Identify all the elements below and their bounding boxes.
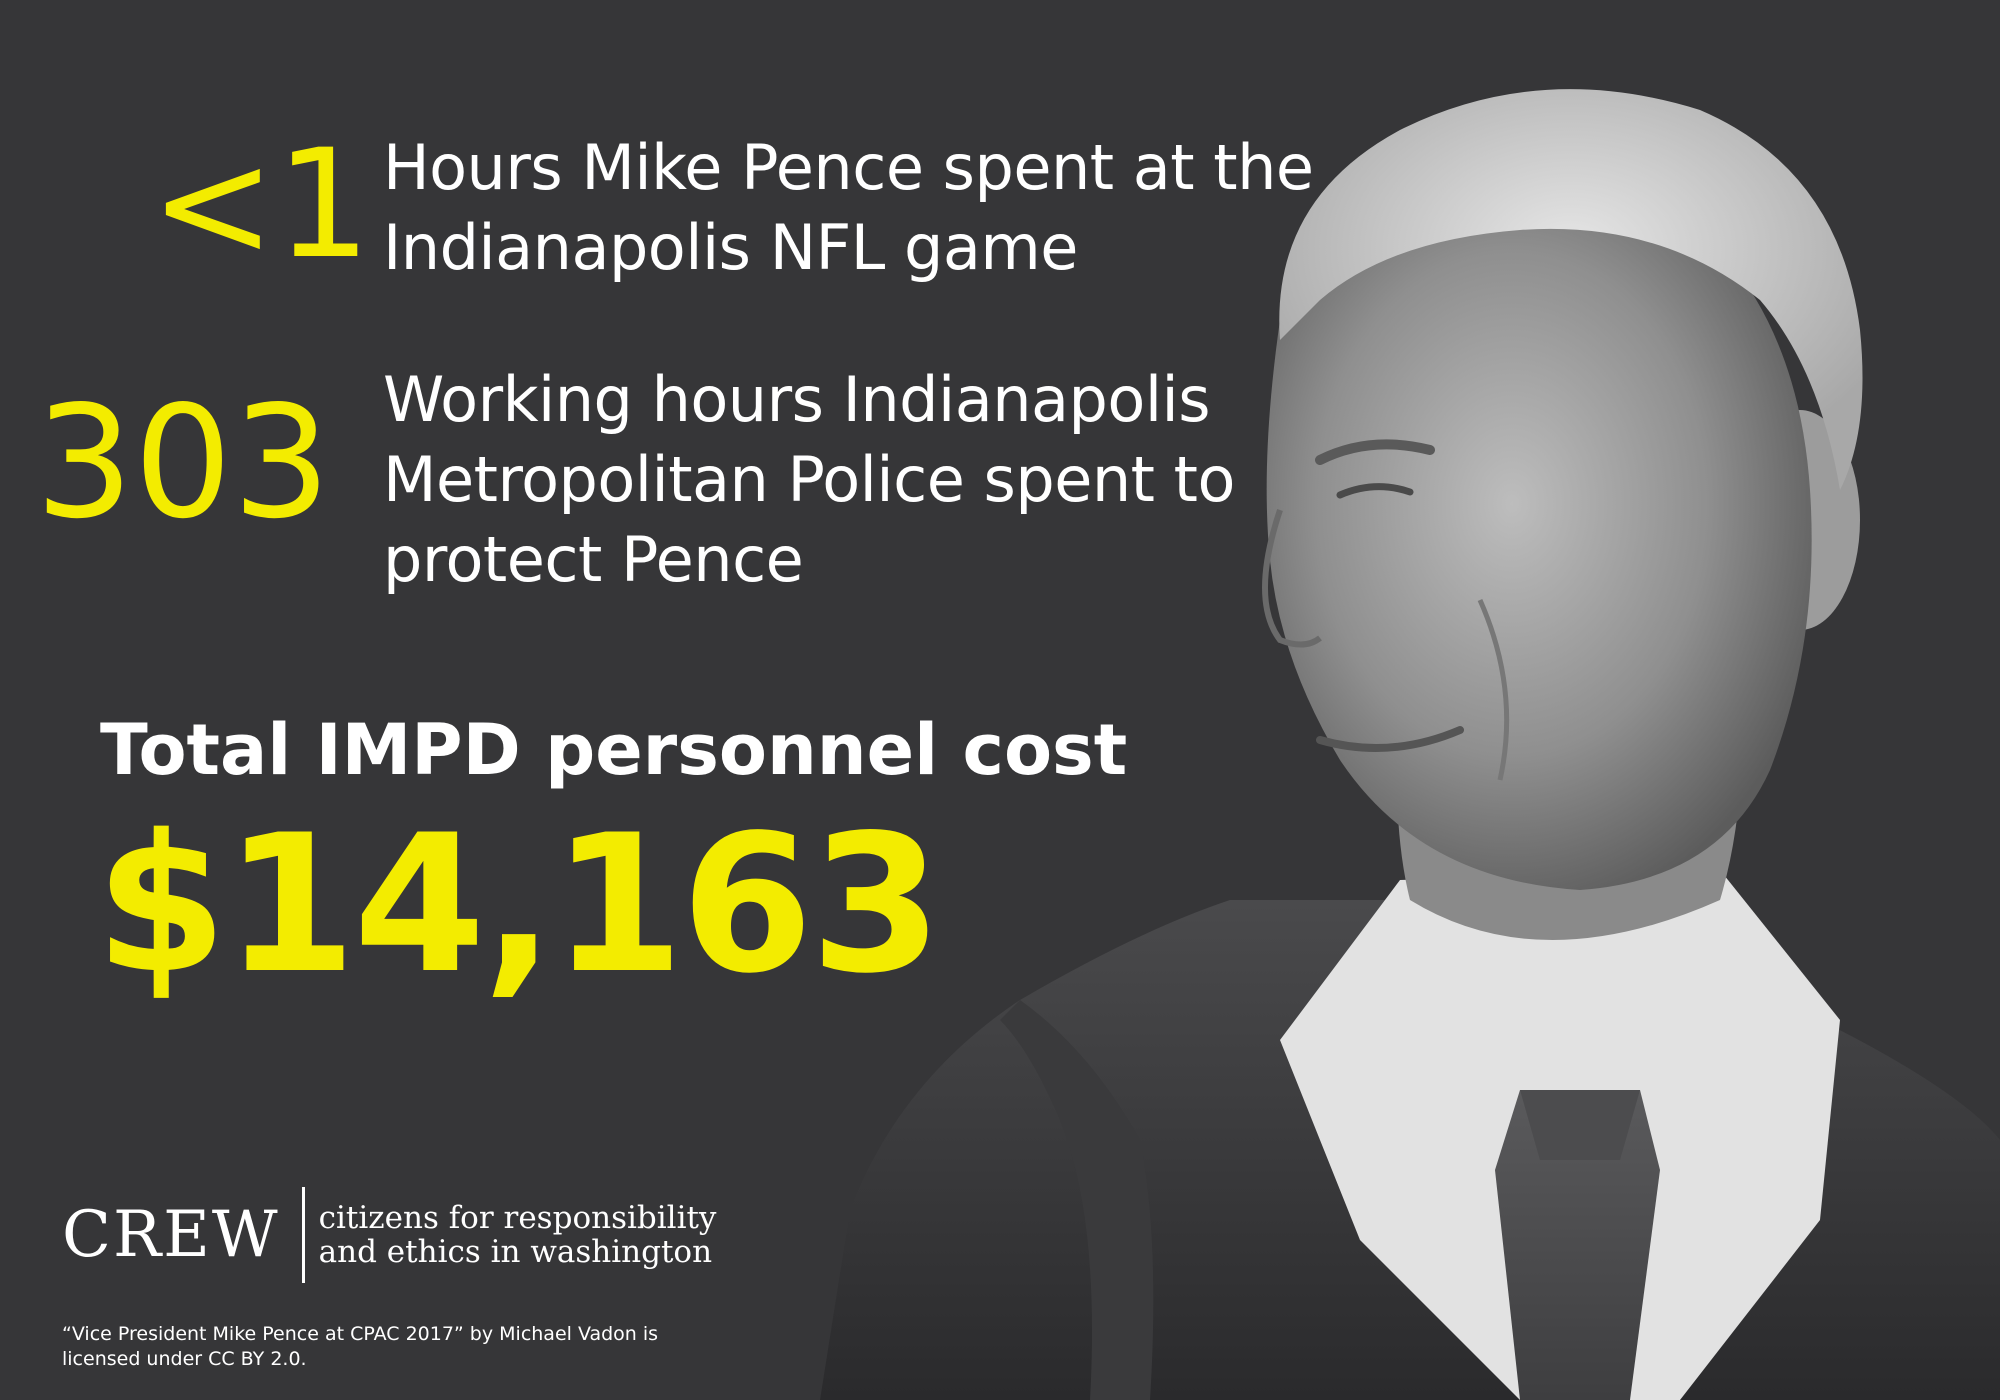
stat-police-line-2: Metropolitan Police spent to	[383, 443, 1235, 516]
crew-logo: CREW citizens for responsibility and eth…	[62, 1180, 716, 1290]
stat-police-hours-description: Working hours Indianapolis Metropolitan …	[383, 360, 1235, 600]
photo-credit-line-2: licensed under CC BY 2.0.	[62, 1348, 307, 1370]
stat-hours-line-1: Hours Mike Pence spent at the	[383, 131, 1314, 204]
crew-tagline-line-2: and ethics in washington	[318, 1234, 713, 1270]
stat-police-line-3: protect Pence	[383, 523, 804, 596]
stat-hours-line-2: Indianapolis NFL game	[383, 211, 1078, 284]
stat-police-hours-number: 303	[35, 372, 331, 553]
stat-hours-description: Hours Mike Pence spent at the Indianapol…	[383, 128, 1314, 288]
stat-police-line-1: Working hours Indianapolis	[383, 363, 1211, 436]
photo-credit-line-1: “Vice President Mike Pence at CPAC 2017”…	[62, 1323, 659, 1345]
crew-tagline-line-1: citizens for responsibility	[318, 1200, 717, 1236]
crew-tagline: citizens for responsibility and ethics i…	[305, 1201, 717, 1269]
total-cost-label: Total IMPD personnel cost	[100, 709, 1128, 791]
crew-wordmark: CREW	[62, 1198, 280, 1272]
photo-credit: “Vice President Mike Pence at CPAC 2017”…	[62, 1322, 722, 1372]
total-cost-value: $14,163	[95, 794, 942, 1015]
stat-hours-number: <1	[150, 118, 372, 292]
logo-divider	[301, 1187, 305, 1283]
portrait-photo	[820, 89, 2000, 1400]
